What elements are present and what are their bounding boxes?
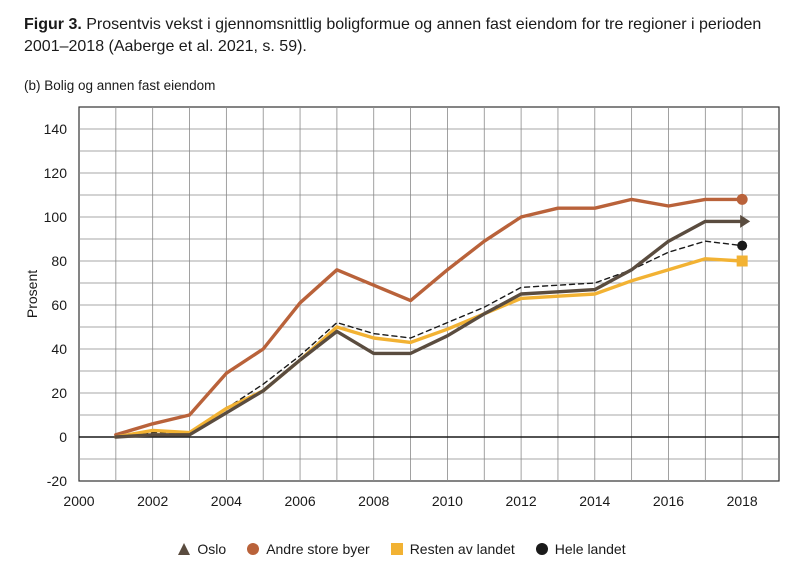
legend-marker-triangle: [178, 543, 191, 555]
chart-subtitle: (b) Bolig og annen fast eiendom: [24, 78, 216, 93]
legend-label: Andre store byer: [266, 541, 370, 557]
y-tick-label: 60: [51, 297, 67, 313]
legend-marker-square: [390, 543, 403, 555]
x-tick-label: 2014: [579, 493, 610, 509]
legend-label: Resten av landet: [409, 541, 515, 557]
x-tick-label: 2006: [284, 493, 315, 509]
plot-area: [78, 106, 780, 482]
x-tick-label: 2002: [137, 493, 168, 509]
legend-item: Resten av landet: [390, 541, 515, 557]
x-tick-label: 2012: [506, 493, 537, 509]
caption-text: Prosentvis vekst i gjennomsnittlig bolig…: [24, 16, 762, 55]
y-tick-label: 120: [44, 165, 68, 181]
x-tick-label: 2008: [358, 493, 389, 509]
series-line-oslo: [114, 219, 744, 439]
series-end-marker-oslo: [740, 214, 751, 228]
y-tick-label: 80: [51, 253, 67, 269]
y-tick-label: 20: [51, 385, 67, 401]
y-tick-label: -20: [47, 473, 67, 489]
series-line-resten-av-landet: [114, 257, 744, 439]
x-tick-label: 2016: [653, 493, 684, 509]
legend-item: Oslo: [177, 541, 226, 557]
y-tick-label: 100: [44, 209, 68, 225]
legend-marker-circle: [247, 543, 260, 555]
x-tick-label: 2010: [432, 493, 463, 509]
series-end-marker-hele-landet: [737, 240, 748, 251]
legend-label: Hele landet: [554, 541, 626, 557]
series-line-andre-store-byer: [114, 197, 744, 437]
series-end-marker-andre-store-byer: [736, 193, 748, 205]
caption-label: Figur 3.: [24, 16, 82, 33]
legend-item: Hele landet: [535, 541, 626, 557]
x-tick-label: 2000: [63, 493, 94, 509]
legend-label: Oslo: [197, 541, 227, 557]
legend-item: Andre store byer: [246, 541, 370, 557]
y-tick-label: 40: [51, 341, 67, 357]
y-axis-label: Prosent: [24, 270, 40, 318]
y-tick-label: 0: [59, 429, 67, 445]
chart-legend: Oslo Andre store byer Resten av landet Hele…: [0, 538, 803, 560]
legend-marker-dot: [535, 543, 548, 555]
y-tick-label: 140: [44, 121, 68, 137]
figure-caption: Figur 3. Prosentvis vekst i gjennomsnitt…: [24, 14, 784, 58]
series-end-marker-resten-av-landet: [736, 255, 748, 267]
x-tick-label: 2004: [211, 493, 242, 509]
x-tick-label: 2018: [727, 493, 758, 509]
